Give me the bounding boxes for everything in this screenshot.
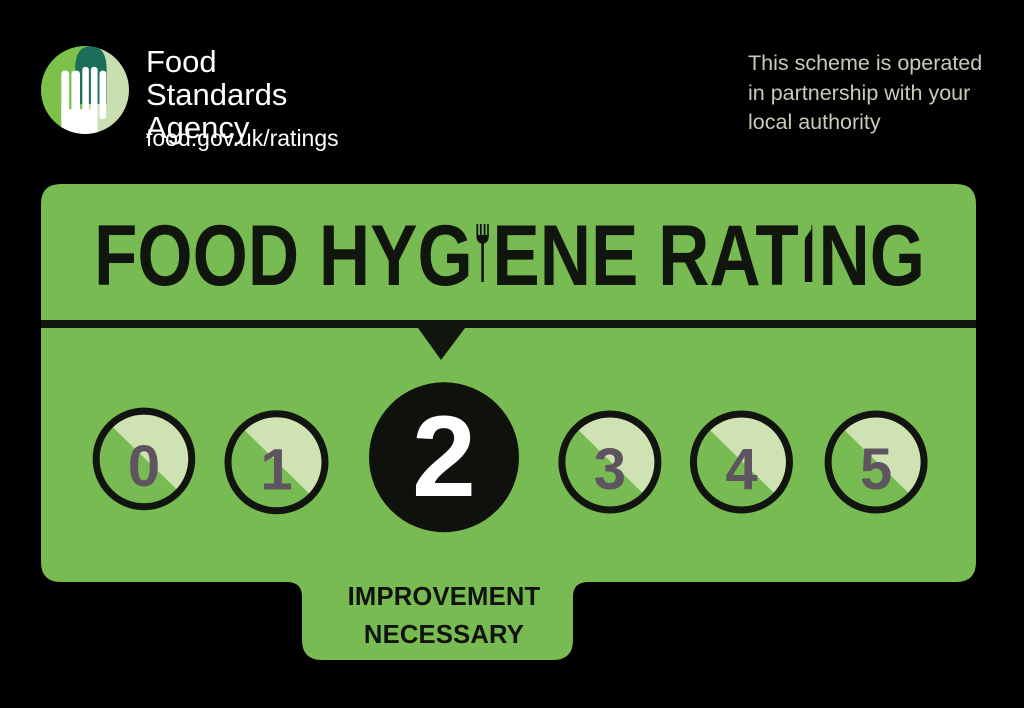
svg-text:4: 4: [725, 437, 757, 502]
svg-text:1: 1: [260, 438, 292, 503]
svg-text:0: 0: [128, 434, 160, 499]
svg-text:3: 3: [594, 437, 626, 502]
svg-text:2: 2: [412, 393, 476, 521]
svg-text:5: 5: [860, 437, 892, 502]
